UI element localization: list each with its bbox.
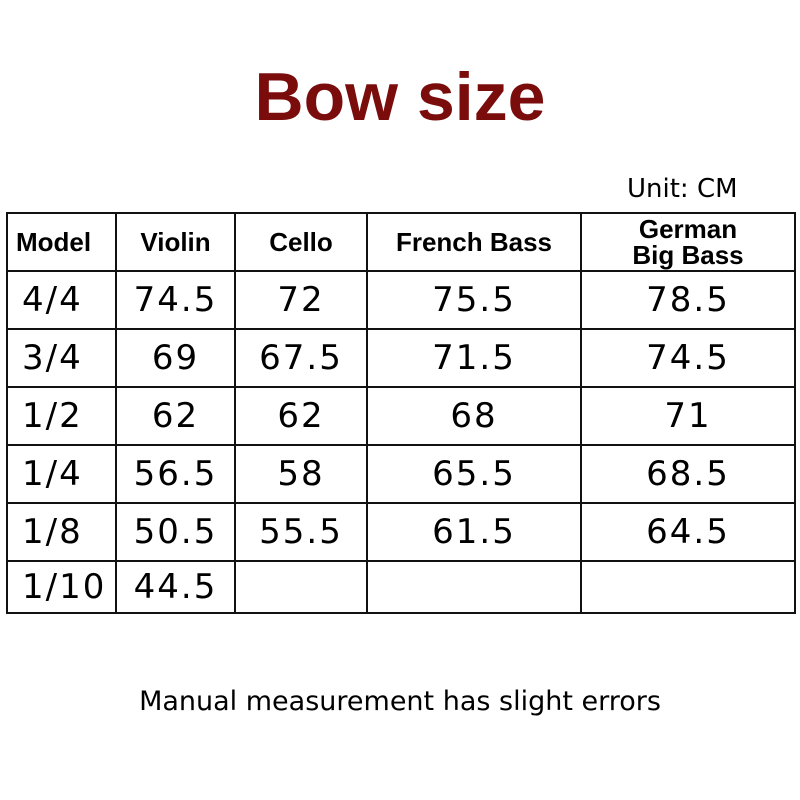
cell-german-big-bass: 71 xyxy=(580,386,796,446)
cell-model: 1/4 xyxy=(6,444,117,504)
cell-model: 4/4 xyxy=(6,270,117,330)
cell-violin: 62 xyxy=(115,386,236,446)
cell-german-big-bass: 68.5 xyxy=(580,444,796,504)
cell-german-big-bass: 74.5 xyxy=(580,328,796,388)
table-row: 3/4 69 67.5 71.5 74.5 xyxy=(6,328,796,388)
cell-model: 1/10 xyxy=(6,560,117,614)
header-violin: Violin xyxy=(115,212,236,272)
cell-violin: 50.5 xyxy=(115,502,236,562)
header-german-big-bass: German Big Bass xyxy=(580,212,796,272)
table-row: 1/2 62 62 68 71 xyxy=(6,386,796,446)
cell-model: 1/8 xyxy=(6,502,117,562)
table-row: 4/4 74.5 72 75.5 78.5 xyxy=(6,270,796,330)
cell-german-big-bass: 64.5 xyxy=(580,502,796,562)
cell-violin: 69 xyxy=(115,328,236,388)
table-row: 1/8 50.5 55.5 61.5 64.5 xyxy=(6,502,796,562)
cell-cello: 67.5 xyxy=(234,328,368,388)
cell-violin: 74.5 xyxy=(115,270,236,330)
cell-german-big-bass xyxy=(580,560,796,614)
bow-size-table: Model Violin Cello French Bass German Big… xyxy=(6,212,796,614)
cell-french-bass: 68 xyxy=(366,386,582,446)
cell-cello: 62 xyxy=(234,386,368,446)
unit-label: Unit: CM xyxy=(627,174,738,204)
cell-french-bass: 71.5 xyxy=(366,328,582,388)
cell-french-bass xyxy=(366,560,582,614)
cell-german-big-bass: 78.5 xyxy=(580,270,796,330)
cell-violin: 44.5 xyxy=(115,560,236,614)
cell-model: 1/2 xyxy=(6,386,117,446)
table-row: 1/4 56.5 58 65.5 68.5 xyxy=(6,444,796,504)
table-row: 1/10 44.5 xyxy=(6,560,796,614)
header-german-line1: German xyxy=(638,214,738,244)
cell-french-bass: 61.5 xyxy=(366,502,582,562)
footnote: Manual measurement has slight errors xyxy=(139,686,661,717)
header-model: Model xyxy=(6,212,117,272)
cell-model: 3/4 xyxy=(6,328,117,388)
cell-cello: 58 xyxy=(234,444,368,504)
cell-cello xyxy=(234,560,368,614)
header-cello: Cello xyxy=(234,212,368,272)
cell-cello: 55.5 xyxy=(234,502,368,562)
header-french-bass: French Bass xyxy=(366,212,582,272)
cell-french-bass: 75.5 xyxy=(366,270,582,330)
table-header-row: Model Violin Cello French Bass German Big… xyxy=(6,212,796,272)
cell-violin: 56.5 xyxy=(115,444,236,504)
page-title: Bow size xyxy=(254,59,546,135)
header-german-line2: Big Bass xyxy=(632,240,744,270)
cell-french-bass: 65.5 xyxy=(366,444,582,504)
cell-cello: 72 xyxy=(234,270,368,330)
